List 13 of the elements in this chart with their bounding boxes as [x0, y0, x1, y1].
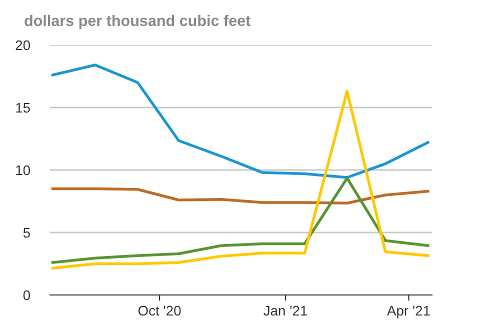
y-tick-label: 0 [23, 290, 30, 300]
y-tick-label: 5 [23, 228, 30, 238]
line-series [51, 90, 430, 270]
y-tick-label: 15 [16, 102, 30, 113]
y-tick-label: 10 [16, 165, 30, 176]
x-tick-label: Apr '21 [386, 306, 430, 318]
y-axis-title: dollars per thousand cubic feet [24, 14, 250, 30]
line-series [51, 176, 430, 264]
x-tick-label: Jan '21 [264, 306, 307, 316]
line-series [51, 187, 430, 205]
x-tick-label: Oct '20 [138, 306, 181, 316]
line-series [51, 64, 430, 179]
y-tick-label: 20 [16, 40, 30, 50]
